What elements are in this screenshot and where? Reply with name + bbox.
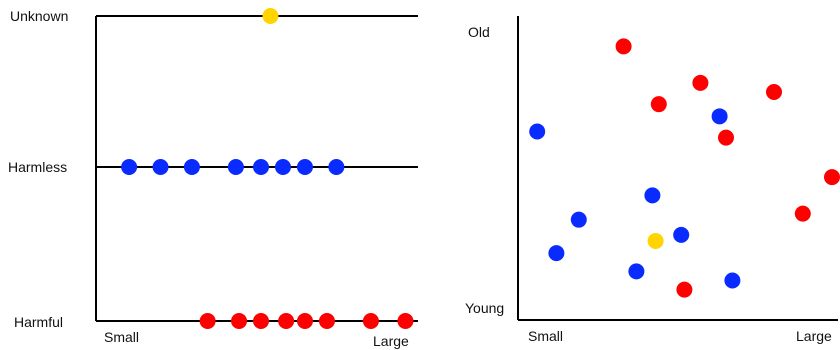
right-point-red-4 (766, 84, 782, 100)
category-label-harmful: Harmful (14, 314, 63, 330)
right-point-red-1 (615, 38, 632, 55)
left-point-harmless-3 (152, 159, 169, 175)
right-point-red-5 (718, 129, 734, 146)
right-x-label-small: Small (528, 328, 563, 344)
left-point-harmful-11 (231, 313, 248, 329)
right-point-blue-15 (628, 263, 645, 280)
right-point-blue-12 (570, 211, 587, 228)
left-point-harmful-10 (199, 313, 216, 329)
left-point-harmful-17 (397, 313, 414, 329)
right-y-label-young: Young (465, 300, 504, 316)
right-point-blue-13 (673, 226, 690, 243)
left-point-harmless-5 (227, 159, 244, 175)
right-points (529, 38, 840, 298)
right-y-label-old: Old (468, 24, 490, 40)
left-point-harmless-6 (253, 159, 269, 175)
right-point-blue-9 (529, 123, 546, 140)
right-point-red-2 (692, 74, 709, 91)
left-point-harmless-2 (121, 159, 138, 175)
left-point-harmful-13 (278, 313, 295, 329)
right-point-red-7 (824, 169, 840, 186)
left-point-harmless-7 (274, 159, 291, 175)
left-x-label-large: Large (373, 333, 409, 349)
right-point-blue-11 (644, 187, 661, 204)
right-point-blue-14 (548, 245, 565, 262)
left-chart: Unknown Harmless Harmful Small Large (8, 8, 418, 349)
left-point-harmful-14 (296, 313, 313, 329)
left-point-harmful-12 (253, 313, 269, 329)
right-point-red-6 (794, 205, 811, 222)
right-chart: Old Young Small Large (465, 16, 840, 344)
left-point-unknown-1 (262, 8, 279, 24)
left-point-harmless-9 (328, 159, 345, 175)
left-points (121, 8, 414, 329)
right-point-yellow-17 (647, 232, 664, 249)
left-point-harmless-4 (183, 159, 200, 175)
right-point-red-8 (676, 281, 693, 298)
left-point-harmless-8 (296, 159, 313, 175)
left-x-label-small: Small (104, 329, 139, 345)
right-point-blue-10 (711, 108, 728, 125)
right-point-red-3 (650, 96, 667, 113)
left-point-harmful-15 (318, 313, 335, 329)
right-x-label-large: Large (796, 328, 832, 344)
left-point-harmful-16 (362, 313, 379, 329)
right-point-blue-16 (724, 272, 741, 289)
category-label-harmless: Harmless (8, 159, 67, 175)
category-label-unknown: Unknown (10, 8, 68, 24)
